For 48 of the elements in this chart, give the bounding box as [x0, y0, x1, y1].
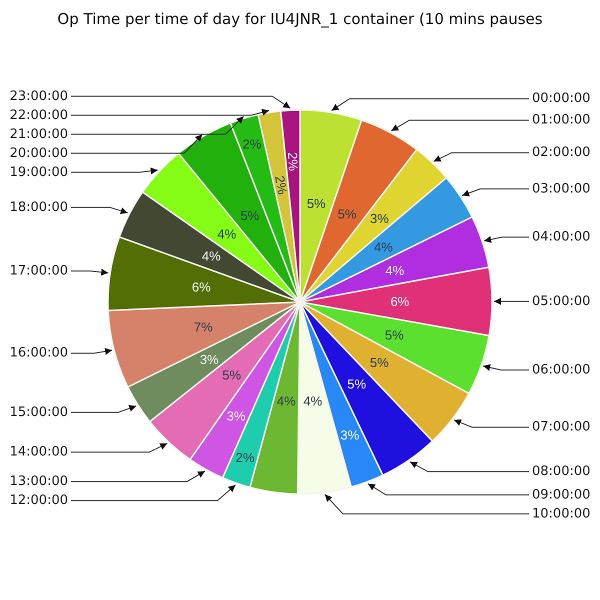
slice-label: 10:00:00	[532, 506, 590, 522]
slice-label: 14:00:00	[10, 444, 68, 460]
data-label: 3%	[340, 428, 360, 443]
slice-label: 15:00:00	[10, 404, 68, 420]
slice-label: 23:00:00	[10, 88, 68, 104]
data-label: 4%	[303, 394, 323, 409]
slice-label: 21:00:00	[10, 126, 68, 142]
data-label: 2%	[272, 174, 290, 196]
slice-label: 18:00:00	[10, 200, 68, 215]
slice-label: 16:00:00	[10, 346, 68, 361]
data-label: 3%	[226, 408, 246, 424]
data-label: 5%	[306, 196, 326, 211]
slice-label: 09:00:00	[532, 487, 590, 502]
slice-label: 17:00:00	[10, 264, 68, 279]
data-label: 2%	[284, 152, 301, 172]
data-label: 4%	[374, 240, 394, 255]
data-label: 5%	[347, 376, 366, 392]
data-label: 4%	[276, 393, 296, 408]
data-label: 5%	[370, 355, 390, 370]
slice-label: 02:00:00	[532, 145, 590, 160]
data-label: 4%	[385, 263, 405, 278]
data-label: 2%	[236, 450, 255, 466]
slice-label: 19:00:00	[10, 164, 68, 180]
slice-label: 03:00:00	[532, 181, 590, 196]
data-label: 5%	[384, 327, 404, 342]
slice-label: 00:00:00	[532, 91, 590, 106]
slice-label: 05:00:00	[532, 294, 590, 309]
slice-label: 22:00:00	[10, 108, 68, 123]
data-label: 6%	[192, 280, 212, 294]
data-label: 5%	[222, 367, 242, 382]
data-label: 2%	[242, 136, 262, 152]
slice-label: 13:00:00	[10, 474, 68, 490]
data-label: 5%	[338, 206, 357, 222]
slice-label: 06:00:00	[532, 362, 590, 378]
data-label: 7%	[194, 319, 214, 334]
data-label: 3%	[200, 352, 220, 368]
slice-label: 20:00:00	[10, 146, 68, 161]
data-label: 4%	[202, 248, 222, 264]
data-label: 3%	[370, 211, 390, 226]
chart-title: Op Time per time of day for IU4JNR_1 container (10 mins pauses	[57, 10, 543, 28]
slice-label: 12:00:00	[10, 493, 68, 508]
data-label: 5%	[240, 208, 260, 224]
data-label: 4%	[217, 226, 237, 242]
data-label: 6%	[390, 294, 410, 310]
slice-label: 08:00:00	[532, 464, 590, 480]
slice-label: 07:00:00	[532, 420, 590, 435]
slice-label: 04:00:00	[532, 230, 590, 245]
slice-label: 01:00:00	[532, 112, 590, 128]
